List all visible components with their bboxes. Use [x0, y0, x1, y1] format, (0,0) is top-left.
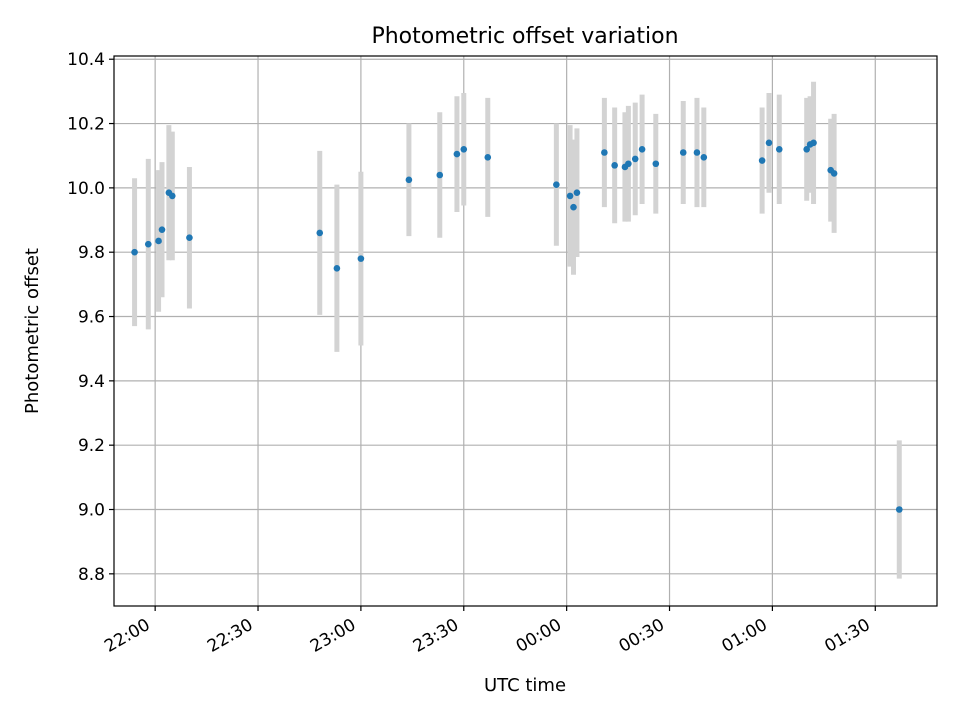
y-tick-label: 9.8	[78, 243, 105, 263]
data-point	[186, 234, 193, 242]
data-point	[803, 145, 810, 153]
y-axis: 8.8 9.0 9.2 9.4 9.6 9.8 10.0 10.2 10.4	[67, 50, 114, 585]
y-tick-label: 10.0	[67, 179, 105, 199]
data-point	[144, 240, 152, 248]
y-tick-label: 9.4	[78, 372, 105, 392]
x-axis-label: UTC time	[484, 675, 566, 696]
data-point	[700, 154, 708, 161]
grid-lines	[114, 56, 937, 606]
data-point	[693, 149, 701, 156]
y-tick-label: 8.8	[78, 565, 105, 585]
data-point	[131, 248, 138, 256]
data-point	[573, 189, 581, 196]
y-tick-label: 9.2	[78, 436, 105, 456]
data-point	[638, 145, 646, 153]
data-point	[333, 264, 341, 272]
data-point	[830, 170, 838, 177]
data-point	[158, 226, 166, 233]
data-point	[775, 145, 783, 153]
data-point	[553, 181, 560, 188]
y-tick-label: 9.0	[78, 501, 105, 521]
data-point	[625, 160, 632, 168]
data-point	[155, 237, 162, 245]
data-point	[758, 157, 766, 164]
y-tick-label: 9.6	[78, 308, 105, 328]
data-point	[405, 176, 413, 184]
data-point	[679, 149, 687, 156]
y-tick-label: 10.2	[67, 115, 105, 135]
data-point	[436, 171, 444, 179]
data-point	[316, 229, 324, 237]
data-point	[652, 160, 660, 168]
data-point	[765, 139, 773, 147]
data-point	[895, 506, 903, 513]
chart-title: Photometric offset variation	[371, 24, 678, 49]
data-point	[484, 154, 492, 161]
data-point	[453, 150, 461, 158]
data-point	[810, 139, 817, 147]
data-point	[611, 162, 618, 169]
data-point	[601, 149, 608, 156]
data-points	[131, 139, 903, 513]
data-point	[631, 155, 639, 163]
y-tick-label: 10.4	[67, 50, 105, 70]
data-point	[168, 192, 176, 200]
y-axis-label: Photometric offset	[22, 248, 43, 414]
data-point	[357, 255, 365, 262]
data-point	[460, 145, 468, 153]
plot-frame	[113, 55, 938, 607]
data-point	[570, 203, 577, 211]
data-point	[566, 192, 574, 200]
